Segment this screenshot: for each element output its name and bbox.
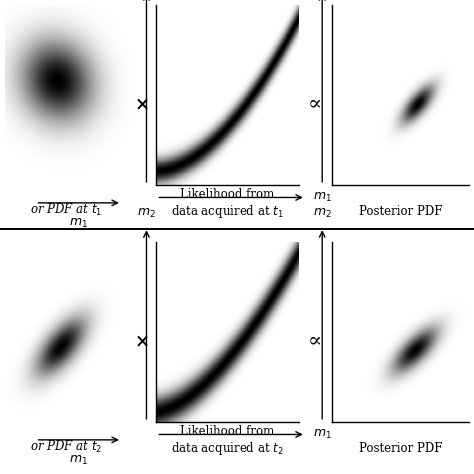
Text: Posterior PDF: Posterior PDF [359,205,442,218]
Text: $m_2$: $m_2$ [137,207,156,220]
Text: Posterior PDF: Posterior PDF [359,442,442,455]
Text: Likelihood from
data acquired at $t_2$: Likelihood from data acquired at $t_2$ [171,425,284,457]
Text: $m_1$: $m_1$ [313,191,332,204]
Text: $m_1$: $m_1$ [69,454,88,467]
Text: ∝: ∝ [308,95,322,114]
Text: ∝: ∝ [308,332,322,351]
Text: $m_2$: $m_2$ [313,207,332,220]
Text: or PDF at $t_2$: or PDF at $t_2$ [30,439,102,455]
Text: Likelihood from
data acquired at $t_1$: Likelihood from data acquired at $t_1$ [171,188,284,220]
Text: $m_1$: $m_1$ [69,217,88,230]
Text: or PDF at $t_1$: or PDF at $t_1$ [30,202,102,218]
Text: ×: × [135,332,150,350]
Text: ×: × [135,95,150,113]
Text: $m_1$: $m_1$ [313,428,332,441]
